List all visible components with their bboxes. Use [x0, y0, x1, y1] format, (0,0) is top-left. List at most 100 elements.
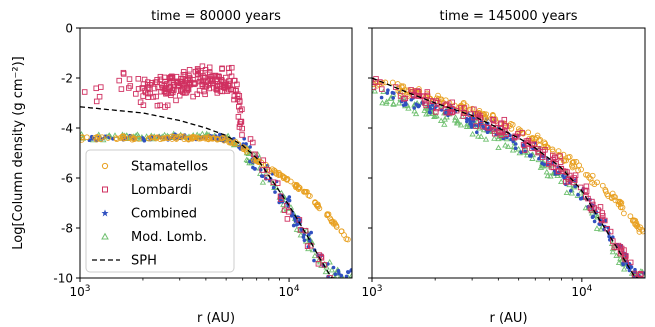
combined-point	[528, 154, 532, 158]
combined-point	[333, 272, 338, 277]
combined-point	[291, 223, 296, 228]
lombardi-point	[120, 69, 127, 76]
stamatellos-point	[608, 194, 615, 201]
lombardi-point	[159, 85, 166, 91]
stamatellos-point	[202, 135, 209, 142]
combined-point	[287, 195, 292, 199]
lombardi-point	[139, 85, 146, 91]
lombardi-point	[284, 216, 291, 222]
stamatellos-point	[312, 199, 318, 205]
lombardi-point	[161, 74, 168, 81]
lombardi-point	[150, 94, 157, 100]
combined-point	[332, 281, 336, 285]
stamatellos-point	[397, 90, 403, 96]
combined-point	[258, 168, 263, 172]
mod-lomb-point	[609, 248, 617, 255]
lombardi-point	[598, 217, 605, 224]
stamatellos-point	[164, 135, 171, 142]
lombardi-point	[410, 92, 417, 99]
mod-lomb-point	[482, 136, 490, 142]
mod-lomb-point	[334, 281, 339, 285]
stamatellos-point	[570, 158, 577, 165]
mod-lomb-point	[615, 259, 623, 266]
stamatellos-point	[161, 135, 167, 142]
combined-point	[412, 106, 417, 110]
combined-point	[414, 102, 419, 106]
lombardi-point	[173, 73, 180, 80]
lombardi-point	[214, 73, 221, 80]
lombardi-point	[233, 87, 239, 94]
stamatellos-point	[223, 136, 229, 143]
stamatellos-point	[609, 190, 616, 197]
panel-0-frame	[79, 27, 353, 279]
lombardi-point	[187, 81, 193, 88]
y-tick-label: -10	[53, 272, 73, 286]
mod-lomb-point	[372, 87, 378, 94]
legend-label: SPH	[131, 254, 157, 269]
combined-point	[302, 232, 306, 237]
lombardi-point	[186, 75, 193, 81]
lombardi-point	[498, 132, 505, 139]
combined-point	[344, 274, 349, 278]
mod-lomb-point	[515, 145, 522, 152]
lombardi-point	[145, 85, 152, 91]
combined-point	[331, 265, 336, 270]
lombardi-point	[401, 96, 407, 102]
lombardi-point	[213, 76, 219, 82]
x-tick-label: 103	[69, 284, 90, 299]
lombardi-point	[237, 107, 243, 114]
combined-point	[598, 222, 602, 227]
lombardi-point	[239, 106, 245, 112]
combined-point	[416, 104, 421, 109]
mod-lomb-point	[451, 116, 459, 123]
combined-point	[218, 132, 222, 137]
lombardi-point	[228, 87, 234, 93]
mod-lomb-point	[577, 189, 584, 196]
lombardi-point	[207, 76, 213, 83]
lombardi-point	[250, 139, 256, 146]
lombardi-point	[632, 282, 637, 287]
stamatellos-point	[573, 159, 580, 165]
y-tick-label: -2	[61, 72, 73, 86]
lombardi-point	[239, 125, 245, 132]
x-tick-label: 103	[361, 284, 382, 299]
lombardi-point	[202, 83, 208, 90]
lombardi-point	[214, 90, 221, 96]
stamatellos-point	[313, 202, 320, 209]
mod-lomb-point	[245, 150, 252, 157]
legend-box	[85, 149, 235, 273]
stamatellos-point	[602, 188, 609, 195]
lombardi-point	[568, 175, 574, 182]
lombardi-point	[563, 179, 569, 185]
mod-lomb-point	[594, 212, 601, 219]
combined-point	[248, 145, 252, 149]
stamatellos-point	[307, 193, 313, 199]
stamatellos-point	[634, 222, 641, 229]
lombardi-point	[424, 89, 431, 95]
lombardi-point	[585, 195, 591, 202]
panel-1-plot-area	[372, 76, 645, 287]
lombardi-point	[321, 262, 328, 268]
lombardi-point	[522, 147, 528, 153]
lombardi-point	[140, 93, 146, 99]
combined-point	[273, 190, 277, 194]
stamatellos-point	[276, 169, 282, 176]
combined-point	[508, 133, 512, 138]
panel-title: time = 80000 years	[151, 9, 281, 24]
mod-lomb-point	[529, 155, 536, 161]
combined-point	[611, 235, 615, 239]
x-axis-label: r (AU)	[489, 311, 527, 326]
legend-marker-stamatellos	[101, 162, 109, 170]
combined-point	[348, 284, 352, 288]
stamatellos-point	[537, 137, 544, 143]
stamatellos-point	[324, 212, 330, 219]
stamatellos-point	[329, 218, 336, 225]
mod-lomb-point	[421, 107, 428, 113]
lombardi-point	[595, 207, 601, 213]
mod-lomb-point	[558, 178, 565, 185]
lombardi-point	[480, 123, 486, 130]
lombardi-point	[473, 123, 479, 129]
lombardi-point	[153, 93, 159, 100]
lombardi-point	[422, 100, 428, 106]
lombardi-point	[392, 84, 399, 90]
